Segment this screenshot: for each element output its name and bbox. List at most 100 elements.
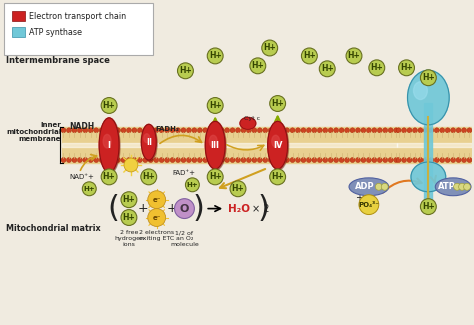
Circle shape <box>230 158 235 162</box>
Circle shape <box>467 128 472 133</box>
Circle shape <box>295 128 301 133</box>
FancyBboxPatch shape <box>424 102 432 203</box>
Text: 2 free
hydrogen
ions: 2 free hydrogen ions <box>114 230 144 247</box>
Circle shape <box>396 158 401 162</box>
Circle shape <box>418 128 423 133</box>
Ellipse shape <box>272 135 280 147</box>
Circle shape <box>105 158 109 162</box>
Circle shape <box>214 158 219 162</box>
Circle shape <box>317 128 322 133</box>
Circle shape <box>110 128 115 133</box>
Circle shape <box>451 128 456 133</box>
Text: Mitochondrial matrix: Mitochondrial matrix <box>6 225 100 233</box>
FancyBboxPatch shape <box>12 27 25 37</box>
Circle shape <box>252 158 257 162</box>
Text: H₂O: H₂O <box>228 203 250 214</box>
Circle shape <box>101 98 117 113</box>
Text: H+: H+ <box>232 184 245 193</box>
Ellipse shape <box>209 135 217 147</box>
Circle shape <box>141 169 157 185</box>
Circle shape <box>186 128 191 133</box>
Circle shape <box>88 128 93 133</box>
Text: H+: H+ <box>103 172 116 181</box>
Circle shape <box>121 210 137 226</box>
Text: Inner
mitochondrial
membrane: Inner mitochondrial membrane <box>6 122 61 142</box>
Text: +: + <box>166 202 177 215</box>
Ellipse shape <box>103 134 111 148</box>
Circle shape <box>61 158 66 162</box>
Text: I: I <box>108 141 110 150</box>
Circle shape <box>312 128 317 133</box>
Ellipse shape <box>142 125 157 161</box>
Circle shape <box>273 128 279 133</box>
Circle shape <box>101 169 117 185</box>
Circle shape <box>143 158 148 162</box>
Circle shape <box>94 158 99 162</box>
Circle shape <box>252 128 257 133</box>
Text: H+: H+ <box>347 51 360 60</box>
Text: 1/2 of
an O₂
molecule: 1/2 of an O₂ molecule <box>170 230 199 247</box>
Circle shape <box>319 61 335 77</box>
Circle shape <box>250 58 266 74</box>
Circle shape <box>346 48 362 64</box>
Circle shape <box>440 158 445 162</box>
Circle shape <box>219 128 224 133</box>
Circle shape <box>208 158 213 162</box>
Circle shape <box>121 128 126 133</box>
Circle shape <box>77 128 82 133</box>
Text: e⁻: e⁻ <box>153 197 161 203</box>
Circle shape <box>407 158 412 162</box>
Circle shape <box>148 209 165 227</box>
Circle shape <box>356 128 360 133</box>
Circle shape <box>225 128 229 133</box>
Text: H+: H+ <box>123 213 135 222</box>
Text: H+: H+ <box>179 66 192 75</box>
Circle shape <box>185 178 200 192</box>
Circle shape <box>388 158 393 162</box>
Circle shape <box>356 158 360 162</box>
Circle shape <box>207 169 223 185</box>
Ellipse shape <box>408 70 449 125</box>
Text: +: + <box>355 193 363 203</box>
Circle shape <box>219 158 224 162</box>
Circle shape <box>72 158 77 162</box>
Text: H+: H+ <box>271 99 284 108</box>
Text: H+: H+ <box>303 51 316 60</box>
Text: Cyt c: Cyt c <box>244 116 260 121</box>
Circle shape <box>284 158 290 162</box>
Circle shape <box>462 128 466 133</box>
Circle shape <box>412 158 418 162</box>
Circle shape <box>312 158 317 162</box>
Circle shape <box>429 128 434 133</box>
Circle shape <box>270 96 285 111</box>
Circle shape <box>186 158 191 162</box>
Text: FADH₂: FADH₂ <box>155 126 180 132</box>
Circle shape <box>116 158 120 162</box>
Text: × 2: × 2 <box>252 203 269 214</box>
Text: H+: H+ <box>251 61 264 70</box>
Circle shape <box>350 128 355 133</box>
Circle shape <box>105 128 109 133</box>
Circle shape <box>175 128 181 133</box>
Circle shape <box>301 158 306 162</box>
Circle shape <box>127 128 131 133</box>
FancyBboxPatch shape <box>12 11 25 21</box>
Circle shape <box>121 192 137 208</box>
Circle shape <box>159 158 164 162</box>
Circle shape <box>462 158 466 162</box>
Circle shape <box>77 158 82 162</box>
Circle shape <box>393 158 399 162</box>
Circle shape <box>197 128 202 133</box>
Circle shape <box>279 158 284 162</box>
FancyBboxPatch shape <box>4 3 153 55</box>
Circle shape <box>66 158 72 162</box>
Circle shape <box>110 158 115 162</box>
Ellipse shape <box>268 121 288 169</box>
Circle shape <box>412 128 418 133</box>
Text: Electron transport chain: Electron transport chain <box>29 12 126 21</box>
Circle shape <box>345 128 349 133</box>
Text: II: II <box>146 138 152 147</box>
Circle shape <box>451 158 456 162</box>
Circle shape <box>366 158 371 162</box>
Ellipse shape <box>269 122 289 170</box>
